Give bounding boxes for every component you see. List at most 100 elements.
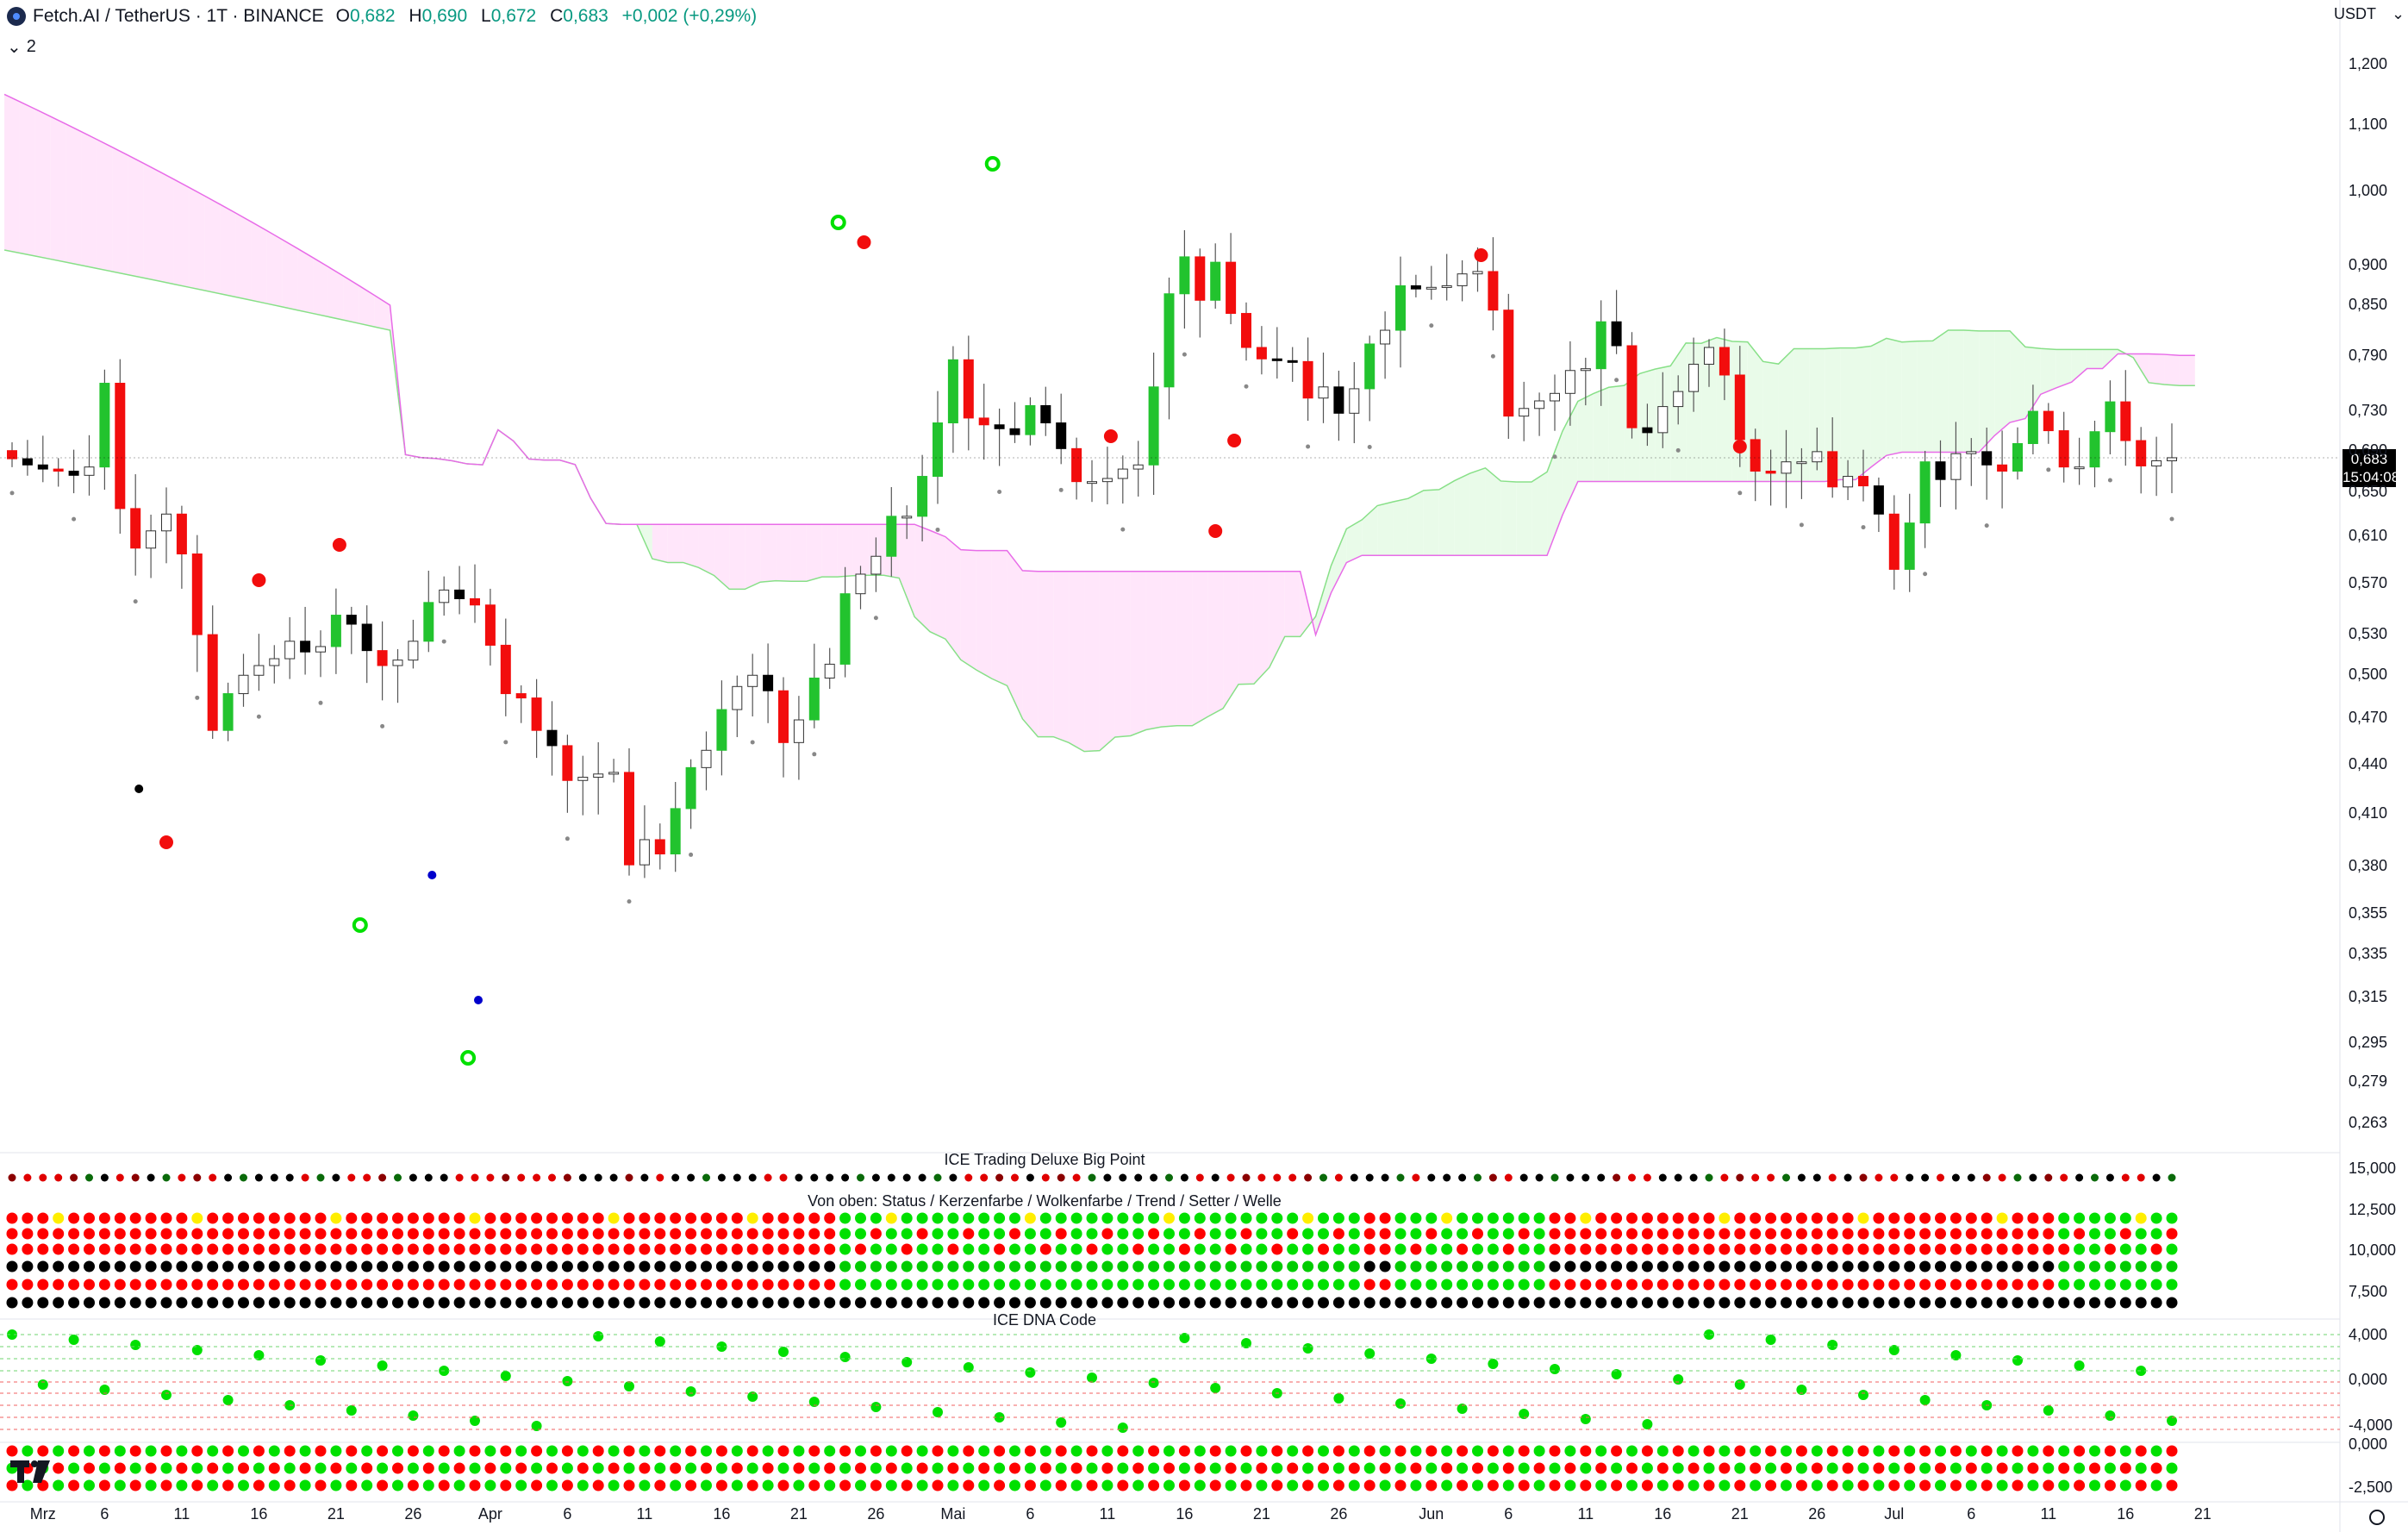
status-dot [1379,1297,1391,1309]
status-dot [1611,1228,1623,1240]
status-dot [2089,1243,2100,1255]
dna-dot [1364,1348,1376,1359]
status-dot [2043,1260,2055,1272]
cloud-segment [359,285,375,328]
wave-dot [1410,1445,1422,1457]
status-dot [1611,1260,1623,1272]
cloud-segment [313,257,328,317]
status-dot [746,1212,758,1224]
status-dot [2135,1279,2147,1291]
status-dot [885,1243,897,1255]
status-dot [1981,1228,1993,1240]
status-dot [515,1212,527,1224]
currency-selector[interactable]: USDT ⌄ [2334,5,2405,23]
status-dot [1086,1228,1098,1240]
wave-dot [762,1462,774,1474]
symbol-title[interactable]: Fetch.AI / TetherUS · 1T · BINANCE [33,6,324,26]
high-value: 0,690 [421,6,468,26]
big-point-dot [1288,1173,1297,1182]
status-dot [577,1228,589,1240]
wave-dot [670,1462,682,1474]
status-dot [1318,1279,1329,1291]
status-dot [37,1243,49,1255]
wave-dot [577,1479,589,1491]
big-point-dot [409,1173,417,1182]
status-dot [1595,1297,1607,1309]
big-point-dot [39,1173,47,1182]
status-dot [1070,1228,1082,1240]
status-dot [1394,1243,1407,1255]
big-point-dot [1689,1173,1698,1182]
cloud-segment [960,549,976,670]
status-dot [1410,1228,1422,1240]
status-dot [2058,1260,2070,1272]
big-point-dot [1982,1173,1991,1182]
wave-dot [1132,1479,1145,1491]
status-dot [1410,1260,1422,1272]
candle-body [1688,363,1700,392]
dna-dot [624,1381,634,1391]
status-dot [1580,1228,1592,1240]
status-dot [53,1212,65,1224]
indicator-collapse-button[interactable]: ⌄ 2 [7,34,36,59]
signal-markers [9,156,2174,1066]
wave-dot [346,1445,358,1457]
status-dot [685,1297,697,1309]
wave-dot [978,1445,990,1457]
status-dot [53,1243,65,1255]
wave-dot [808,1445,820,1457]
dna-dot [1210,1383,1221,1393]
status-dot [114,1279,126,1291]
big-point-dot [1504,1173,1513,1182]
wave-dot [746,1445,758,1457]
wave-dot [1904,1479,1916,1491]
status-dot [746,1279,758,1291]
wave-dot [1888,1479,1900,1491]
candle-body [238,674,249,695]
status-dot [68,1260,80,1272]
status-dot [1719,1260,1731,1272]
big-point-dot [656,1173,664,1182]
status-dot [330,1260,342,1272]
wave-dot [608,1445,620,1457]
time-tick-label: 26 [1330,1505,1348,1523]
time-tick-label: 6 [1026,1505,1035,1523]
status-dot [1580,1260,1592,1272]
candle-body [439,589,450,603]
time-tick-label: 16 [1654,1505,1672,1523]
minor-dot [689,852,694,857]
candle-body [253,665,265,676]
cloud-segment [1917,341,1933,453]
status-dot [885,1279,897,1291]
sell-dot-marker [1474,248,1488,262]
time-tick-label: 16 [713,1505,731,1523]
status-dot [561,1260,573,1272]
status-dot [2058,1212,2070,1224]
wave-dot [2027,1462,2039,1474]
candle-body [2151,460,2162,466]
wave-dot [1502,1479,1514,1491]
status-dot [500,1279,512,1291]
minor-dot [1614,378,1619,383]
wave-dot [1039,1445,1051,1457]
status-dot [1009,1228,1020,1240]
candle-body [531,697,542,731]
status-dot [994,1260,1006,1272]
cloud-segment [1207,571,1224,717]
status-dot [793,1279,805,1291]
status-dot [715,1260,727,1272]
status-dot [1965,1212,1977,1224]
status-dot [1024,1243,1036,1255]
big-point-dot [1843,1173,1852,1182]
status-dot [1055,1279,1067,1291]
wave-dot [129,1479,141,1491]
status-dot [1919,1243,1931,1255]
status-dot [1750,1243,1762,1255]
status-dot [1148,1212,1160,1224]
status-dot [1826,1243,1838,1255]
wave-dot [484,1445,496,1457]
status-dot [2027,1212,2039,1224]
sell-dot-marker [857,235,871,249]
minor-dot [2046,467,2051,472]
